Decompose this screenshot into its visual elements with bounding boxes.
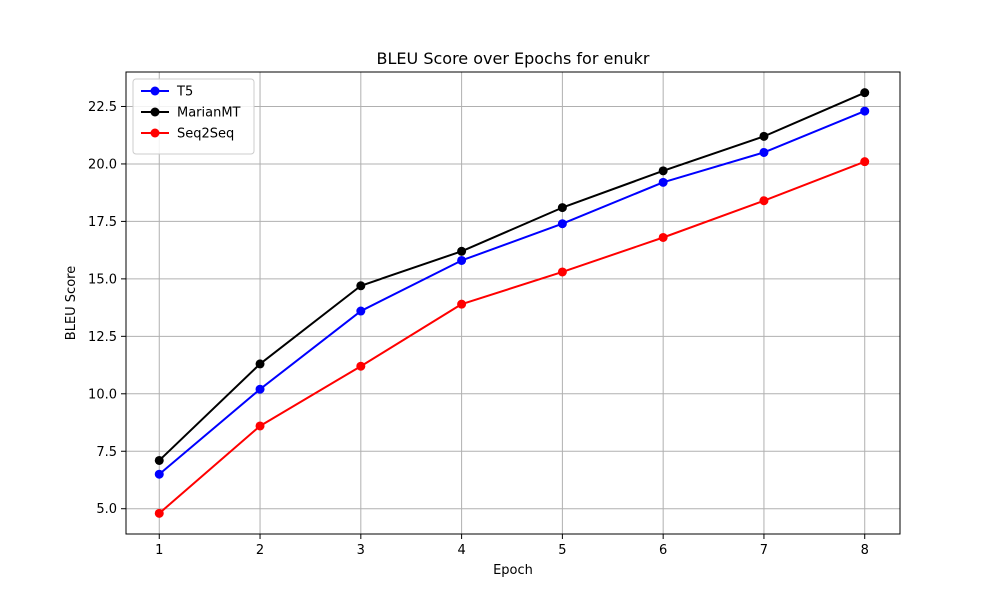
data-point: [457, 246, 467, 256]
data-point: [356, 281, 366, 291]
series-line: [158, 160, 866, 515]
y-axis-title: BLEU Score: [64, 266, 79, 340]
data-point: [356, 306, 366, 316]
data-point: [860, 106, 870, 116]
data-point: [759, 196, 769, 206]
data-point: [255, 359, 265, 369]
data-point: [356, 361, 366, 371]
x-axis-title: Epoch: [493, 563, 533, 578]
data-point: [658, 232, 668, 242]
data-point: [557, 219, 567, 229]
legend-item-2: MarianMT: [141, 106, 241, 121]
legend-marker: [150, 86, 160, 96]
legend-box: [132, 78, 255, 155]
data-point: [255, 421, 265, 431]
legend-items: T5 MarianMT Seq2Seq: [141, 85, 241, 142]
legend-marker: [150, 128, 160, 138]
data-point: [557, 267, 567, 277]
data-point: [557, 203, 567, 213]
y-tick-label: 22.5: [88, 100, 117, 115]
x-tick-label: 7: [760, 543, 768, 558]
plot-frame: [125, 71, 901, 535]
legend-item-3: Seq2Seq: [141, 127, 234, 142]
x-tick-label: 8: [861, 543, 869, 558]
x-tick-label: 5: [558, 543, 566, 558]
legend-label: MarianMT: [177, 106, 241, 121]
data-point: [658, 177, 668, 187]
y-tick-label: 17.5: [88, 215, 117, 230]
series-line: [158, 110, 866, 476]
y-tick-label: 12.5: [88, 330, 117, 345]
series-1: [154, 106, 870, 479]
series-lines: [154, 88, 870, 518]
data-point: [154, 508, 164, 518]
data-point: [154, 455, 164, 465]
legend-marker: [150, 107, 160, 117]
data-point: [658, 166, 668, 176]
series-3: [154, 157, 870, 518]
y-tick-label: 7.5: [96, 445, 117, 460]
data-point: [759, 131, 769, 141]
data-point: [759, 147, 769, 157]
y-tick-label: 5.0: [96, 502, 117, 517]
data-point: [860, 157, 870, 167]
series-2: [154, 88, 870, 465]
series-line: [158, 91, 866, 462]
data-point: [255, 384, 265, 394]
x-tick-label: 3: [357, 543, 365, 558]
x-tick-label: 4: [457, 543, 465, 558]
x-axis-ticks: 1 2 3 4 5 6 7 8: [155, 534, 869, 558]
legend-label: T5: [176, 85, 193, 100]
y-tick-label: 10.0: [88, 387, 117, 402]
data-point: [457, 299, 467, 309]
data-point: [154, 469, 164, 479]
legend-label: Seq2Seq: [177, 127, 234, 142]
grid: [126, 72, 900, 534]
legend-item-1: T5: [141, 85, 193, 100]
x-tick-label: 6: [659, 543, 667, 558]
y-tick-label: 15.0: [88, 272, 117, 287]
y-tick-label: 20.0: [88, 157, 117, 172]
y-axis-ticks: 5.0 7.5 10.0 12.5 15.0 17.5 20.0 22.5: [88, 100, 126, 517]
chart-title: BLEU Score over Epochs for enukr: [377, 49, 650, 68]
x-tick-label: 2: [256, 543, 264, 558]
legend: T5 MarianMT Seq2Seq: [132, 78, 255, 155]
data-point: [860, 88, 870, 98]
x-tick-label: 1: [155, 543, 163, 558]
data-point: [457, 255, 467, 265]
